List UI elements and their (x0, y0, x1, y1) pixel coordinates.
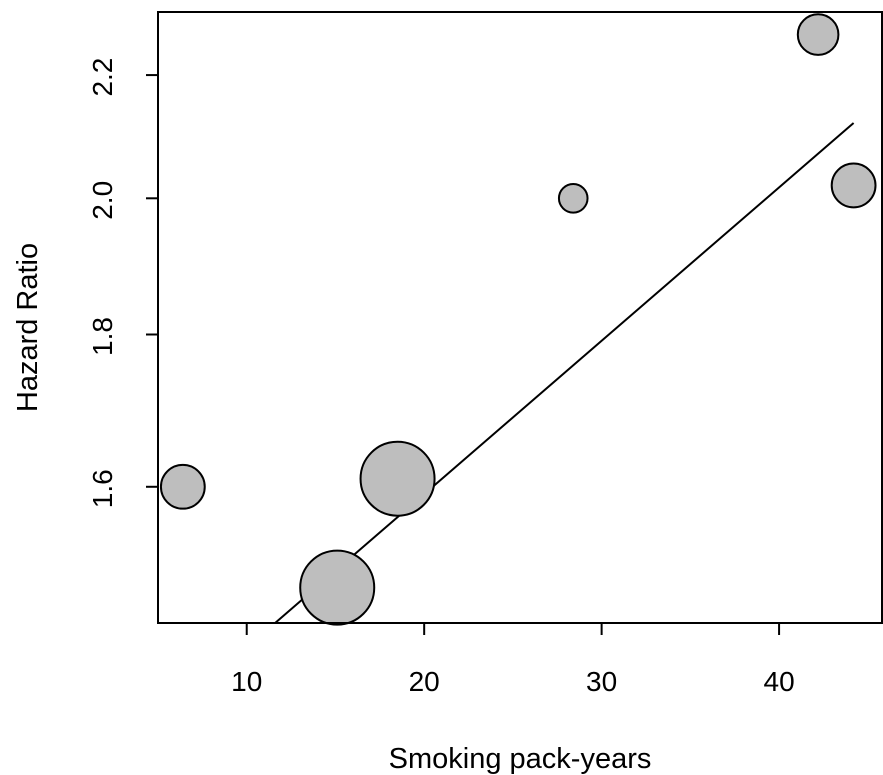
data-point (796, 13, 840, 56)
y-tick-label: 1.6 (87, 469, 118, 508)
regression-line (274, 122, 855, 624)
x-axis-title: Smoking pack-years (389, 743, 652, 775)
y-tick-label: 2.2 (87, 58, 118, 97)
regression-line-layer (274, 122, 855, 624)
axis-ticks (146, 74, 781, 635)
x-tick-label: 30 (586, 666, 617, 697)
plot-area-frame (157, 11, 883, 624)
x-tick-label: 10 (231, 666, 262, 697)
y-axis-title: Hazard Ratio (12, 243, 44, 412)
x-tick-label: 40 (764, 666, 795, 697)
data-point (359, 440, 436, 517)
data-point (299, 549, 376, 626)
x-tick-label: 20 (409, 666, 440, 697)
data-point (557, 182, 589, 214)
tick-labels: 10 20 30 40 1.6 1.8 2.0 2.2 (87, 58, 795, 697)
data-point (830, 162, 877, 209)
data-points-layer (159, 13, 877, 626)
data-point (159, 463, 206, 510)
y-tick-label: 2.0 (87, 181, 118, 220)
y-tick-label: 1.8 (87, 317, 118, 356)
